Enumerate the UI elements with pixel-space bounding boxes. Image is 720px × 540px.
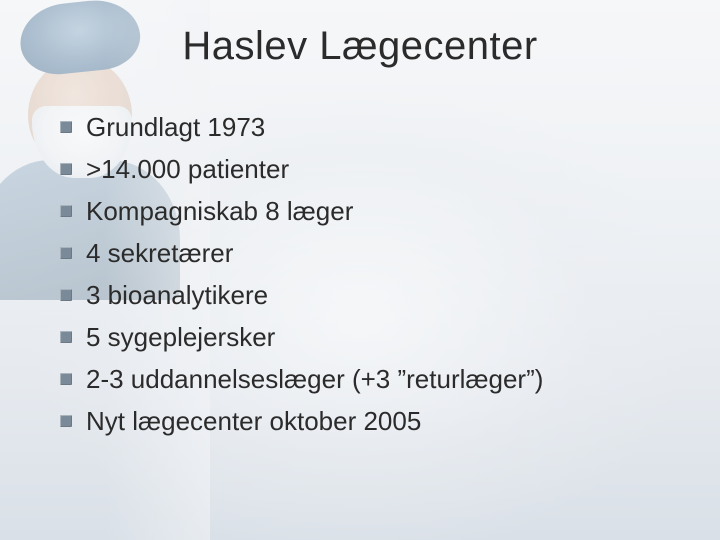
list-item-text: >14.000 patienter [86, 152, 289, 186]
list-item-text: Nyt lægecenter oktober 2005 [86, 404, 421, 438]
list-item: Kompagniskab 8 læger [60, 194, 680, 228]
list-item-text: Grundlagt 1973 [86, 110, 265, 144]
slide-body: Grundlagt 1973 >14.000 patienter Kompagn… [60, 110, 680, 446]
list-item: >14.000 patienter [60, 152, 680, 186]
square-bullet-icon [60, 121, 72, 133]
list-item: 3 bioanalytikere [60, 278, 680, 312]
square-bullet-icon [60, 289, 72, 301]
square-bullet-icon [60, 247, 72, 259]
list-item-text: 3 bioanalytikere [86, 278, 268, 312]
slide-title: Haslev Lægecenter [0, 24, 720, 69]
square-bullet-icon [60, 373, 72, 385]
list-item: Grundlagt 1973 [60, 110, 680, 144]
list-item: Nyt lægecenter oktober 2005 [60, 404, 680, 438]
list-item-text: 4 sekretærer [86, 236, 233, 270]
list-item: 2-3 uddannelseslæger (+3 ”returlæger”) [60, 362, 680, 396]
square-bullet-icon [60, 331, 72, 343]
list-item: 5 sygeplejersker [60, 320, 680, 354]
list-item-text: 2-3 uddannelseslæger (+3 ”returlæger”) [86, 362, 543, 396]
list-item: 4 sekretærer [60, 236, 680, 270]
list-item-text: 5 sygeplejersker [86, 320, 275, 354]
list-item-text: Kompagniskab 8 læger [86, 194, 353, 228]
square-bullet-icon [60, 415, 72, 427]
square-bullet-icon [60, 163, 72, 175]
slide: Haslev Lægecenter Grundlagt 1973 >14.000… [0, 0, 720, 540]
square-bullet-icon [60, 205, 72, 217]
